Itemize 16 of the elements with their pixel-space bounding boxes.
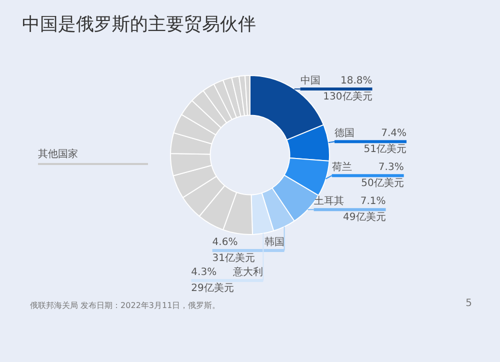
data-label: 7.3% 50亿美元 [361, 162, 404, 190]
data-label: 7.1% 49亿美元 [343, 196, 386, 224]
slice-label: 韩国 [264, 236, 284, 248]
text: 俄联邦海关局 发布日期：2022年3月11日，俄罗斯。 [30, 300, 220, 311]
slice-label: 中国 [300, 74, 320, 87]
chart-title: 中国是俄罗斯的主要贸易伙伴 [22, 13, 256, 36]
slice-label: 荷兰 [332, 161, 352, 174]
slice-label: 土耳其 [314, 195, 344, 208]
data-label: 4.3% 29亿美元 [191, 267, 234, 294]
data-label: 7.4% 51亿美元 [364, 128, 407, 156]
slice-label: 意大利 [232, 266, 264, 278]
data-label: 18.8% 130亿美元 [323, 76, 372, 103]
text: 其他国家 [38, 147, 148, 165]
data-label: 4.6% 31亿美元 [212, 237, 256, 264]
text: 5 [466, 298, 472, 309]
slice-label: 德国 [334, 128, 355, 140]
